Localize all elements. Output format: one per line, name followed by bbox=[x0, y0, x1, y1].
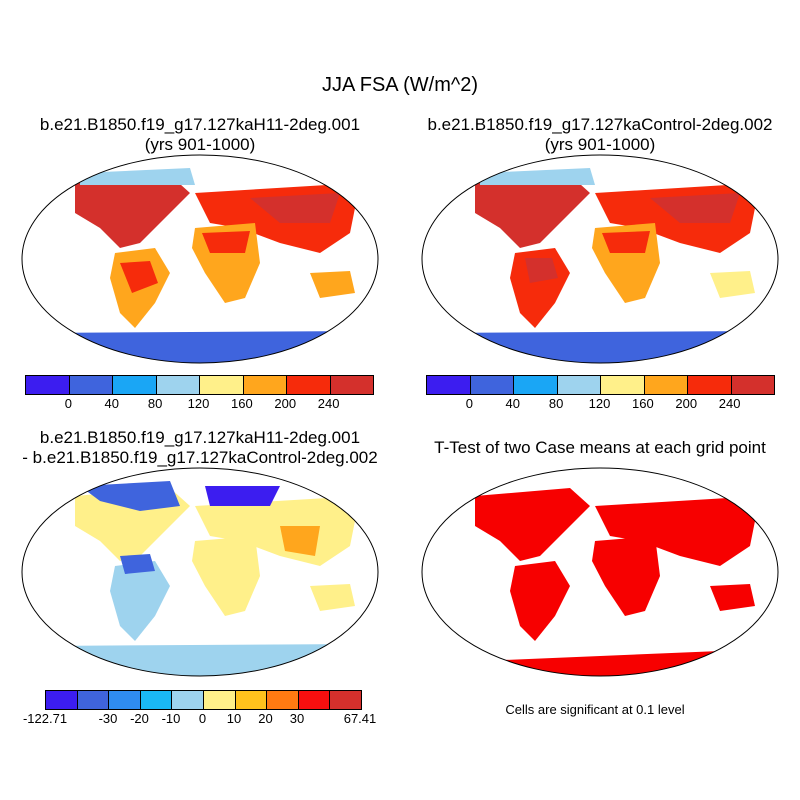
land-layer-control bbox=[430, 168, 770, 363]
colorbar-tick-label: 240 bbox=[718, 396, 741, 411]
colorbar-tick-label: 160 bbox=[632, 396, 654, 411]
colorbar-tick-label: 200 bbox=[274, 396, 297, 411]
colorbar-h11 bbox=[25, 375, 374, 395]
colorbar-tick-label: 0 bbox=[198, 711, 207, 726]
panel-title-top-left: b.e21.B1850.f19_g17.127kaH11-2deg.001 (y… bbox=[0, 115, 400, 155]
colorbar-tick-label: 240 bbox=[317, 396, 340, 411]
colorbar-swatch bbox=[601, 376, 645, 394]
colorbar-tick-label: 10 bbox=[226, 711, 242, 726]
colorbar-swatch bbox=[156, 376, 200, 394]
land-layer-difference bbox=[30, 481, 370, 676]
main-title: JJA FSA (W/m^2) bbox=[321, 74, 479, 96]
land-layer-h11 bbox=[30, 168, 370, 363]
panel-title-bottom-right-ttest: T-Test of two Case means at each grid po… bbox=[434, 438, 766, 457]
colorbar-swatch bbox=[688, 376, 732, 394]
colorbar-control bbox=[426, 375, 775, 395]
colorbar-swatch bbox=[557, 376, 601, 394]
colorbar-swatch bbox=[427, 376, 471, 394]
colorbar-tick-label: 20 bbox=[258, 711, 273, 726]
colorbar-swatch bbox=[731, 376, 774, 394]
colorbar-tick-label: -30 bbox=[98, 711, 118, 726]
colorbar-swatch bbox=[330, 691, 361, 709]
colorbar-swatch bbox=[287, 376, 331, 394]
colorbar-swatch bbox=[113, 376, 157, 394]
colorbar-tick-label: 0 bbox=[64, 396, 72, 411]
panel-title-top-left-years: (yrs 901-1000) bbox=[144, 135, 256, 154]
colorbar-swatch bbox=[77, 691, 110, 709]
significance-note: Cells are significant at 0.1 level bbox=[505, 702, 685, 717]
colorbar-swatch bbox=[470, 376, 514, 394]
colorbar-swatch bbox=[203, 691, 236, 709]
colorbar-swatch bbox=[109, 691, 141, 709]
colorbar-swatch bbox=[267, 691, 299, 709]
map-panel-ttest bbox=[421, 467, 779, 677]
colorbar-swatch bbox=[69, 376, 113, 394]
panel-title-bottom-left: b.e21.B1850.f19_g17.127kaH11-2deg.001 - … bbox=[0, 428, 400, 468]
colorbar-tick-label: 120 bbox=[588, 396, 611, 411]
colorbar-tick-label: 40 bbox=[505, 396, 520, 411]
panel-title-bottom-left-case: b.e21.B1850.f19_g17.127kaH11-2deg.001 bbox=[39, 428, 361, 447]
colorbar-swatch bbox=[644, 376, 688, 394]
colorbar-swatch bbox=[172, 691, 204, 709]
colorbar-swatch bbox=[514, 376, 558, 394]
colorbar-tick-label: -10 bbox=[161, 711, 181, 726]
colorbar-swatch bbox=[298, 691, 331, 709]
colorbar-tick-label: 160 bbox=[231, 396, 253, 411]
colorbar-swatch bbox=[140, 691, 173, 709]
colorbar-tick-label: 40 bbox=[104, 396, 119, 411]
colorbar-swatch bbox=[243, 376, 287, 394]
map-panel-difference bbox=[21, 467, 379, 677]
colorbar-tick-label: 30 bbox=[289, 711, 305, 726]
colorbar-tick-label: 0 bbox=[465, 396, 473, 411]
panel-title-top-left-case: b.e21.B1850.f19_g17.127kaH11-2deg.001 bbox=[39, 115, 361, 134]
colorbar-swatch bbox=[330, 376, 373, 394]
colorbar-tick-label: -20 bbox=[130, 711, 149, 726]
land-layer-ttest bbox=[475, 488, 760, 676]
map-panel-control bbox=[421, 154, 779, 364]
map-panel-h11 bbox=[21, 154, 379, 364]
panel-title-bottom-left-minus: - b.e21.B1850.f19_g17.127kaControl-2deg.… bbox=[22, 448, 378, 467]
panel-title-bottom-right: T-Test of two Case means at each grid po… bbox=[400, 438, 800, 458]
panel-title-top-right-years: (yrs 901-1000) bbox=[544, 135, 656, 154]
colorbar-swatch bbox=[26, 376, 70, 394]
panel-title-top-right-case: b.e21.B1850.f19_g17.127kaControl-2deg.00… bbox=[427, 115, 773, 134]
colorbar-tick-label: 67.41 bbox=[343, 711, 377, 726]
colorbar-swatch bbox=[235, 691, 268, 709]
colorbar-swatch bbox=[46, 691, 78, 709]
colorbar-tick-label: -122.71 bbox=[22, 711, 68, 726]
colorbar-tick-label: 120 bbox=[187, 396, 210, 411]
colorbar-tick-label: 200 bbox=[675, 396, 698, 411]
panel-title-top-right: b.e21.B1850.f19_g17.127kaControl-2deg.00… bbox=[400, 115, 800, 155]
colorbar-difference bbox=[45, 690, 362, 710]
colorbar-swatch bbox=[200, 376, 244, 394]
colorbar-tick-label: 80 bbox=[548, 396, 564, 411]
colorbar-tick-label: 80 bbox=[147, 396, 163, 411]
